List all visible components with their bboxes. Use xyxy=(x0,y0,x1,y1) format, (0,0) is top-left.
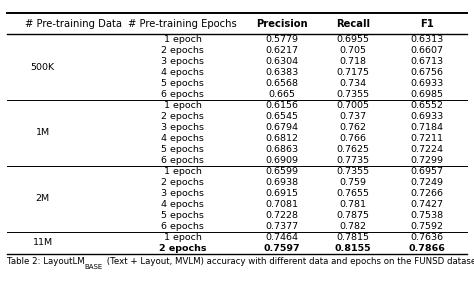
Text: 6 epochs: 6 epochs xyxy=(161,222,204,231)
Text: 2 epochs: 2 epochs xyxy=(161,46,204,55)
Text: 0.6955: 0.6955 xyxy=(337,35,370,44)
Text: 0.7655: 0.7655 xyxy=(337,189,370,198)
Text: 0.759: 0.759 xyxy=(340,178,366,187)
Text: 0.6812: 0.6812 xyxy=(265,134,299,143)
Text: Table 2: LayoutLM: Table 2: LayoutLM xyxy=(7,257,85,266)
Text: 3 epochs: 3 epochs xyxy=(161,189,204,198)
Text: 0.7175: 0.7175 xyxy=(337,68,370,77)
Text: 0.6915: 0.6915 xyxy=(265,189,299,198)
Text: 0.6383: 0.6383 xyxy=(265,68,299,77)
Text: 2 epochs: 2 epochs xyxy=(161,112,204,121)
Text: 0.7866: 0.7866 xyxy=(408,244,445,253)
Text: 0.737: 0.737 xyxy=(339,112,367,121)
Text: 1 epoch: 1 epoch xyxy=(164,35,201,44)
Text: # Pre-training Data: # Pre-training Data xyxy=(25,19,122,29)
Text: 0.6938: 0.6938 xyxy=(265,178,299,187)
Text: 5 epochs: 5 epochs xyxy=(161,145,204,154)
Text: 0.7597: 0.7597 xyxy=(264,244,301,253)
Text: 6 epochs: 6 epochs xyxy=(161,90,204,99)
Text: 0.7299: 0.7299 xyxy=(410,156,443,165)
Text: 0.5779: 0.5779 xyxy=(265,35,299,44)
Text: 0.6568: 0.6568 xyxy=(265,79,299,88)
Text: 2M: 2M xyxy=(36,194,50,203)
Text: 3 epochs: 3 epochs xyxy=(161,123,204,132)
Text: 0.705: 0.705 xyxy=(340,46,366,55)
Text: 0.7377: 0.7377 xyxy=(265,222,299,231)
Text: 6 epochs: 6 epochs xyxy=(161,156,204,165)
Text: 0.6794: 0.6794 xyxy=(265,123,299,132)
Text: 0.7211: 0.7211 xyxy=(410,134,443,143)
Text: 0.7249: 0.7249 xyxy=(410,178,443,187)
Text: 4 epochs: 4 epochs xyxy=(161,134,204,143)
Text: 0.8155: 0.8155 xyxy=(335,244,372,253)
Text: 1 epoch: 1 epoch xyxy=(164,167,201,176)
Text: 0.7538: 0.7538 xyxy=(410,211,443,220)
Text: 500K: 500K xyxy=(31,63,55,72)
Text: 0.7592: 0.7592 xyxy=(410,222,443,231)
Text: 1 epoch: 1 epoch xyxy=(164,101,201,110)
Text: (Text + Layout, MVLM) accuracy with different data and epochs on the FUNSD datas: (Text + Layout, MVLM) accuracy with diff… xyxy=(104,257,474,266)
Text: 0.6985: 0.6985 xyxy=(410,90,443,99)
Text: 0.734: 0.734 xyxy=(339,79,367,88)
Text: 0.7427: 0.7427 xyxy=(410,200,443,209)
Text: 2 epochs: 2 epochs xyxy=(161,178,204,187)
Text: 0.6552: 0.6552 xyxy=(410,101,443,110)
Text: 1M: 1M xyxy=(36,129,50,137)
Text: 0.6933: 0.6933 xyxy=(410,79,443,88)
Text: 0.6713: 0.6713 xyxy=(410,57,443,66)
Text: 0.718: 0.718 xyxy=(340,57,366,66)
Text: Recall: Recall xyxy=(336,19,370,29)
Text: 0.6156: 0.6156 xyxy=(265,101,299,110)
Text: 2 epochs: 2 epochs xyxy=(159,244,206,253)
Text: 3 epochs: 3 epochs xyxy=(161,57,204,66)
Text: 0.6313: 0.6313 xyxy=(410,35,443,44)
Text: 0.781: 0.781 xyxy=(340,200,366,209)
Text: 0.6933: 0.6933 xyxy=(410,112,443,121)
Text: 4 epochs: 4 epochs xyxy=(161,200,204,209)
Text: 0.766: 0.766 xyxy=(340,134,366,143)
Text: 0.762: 0.762 xyxy=(340,123,366,132)
Text: 0.6304: 0.6304 xyxy=(265,57,299,66)
Text: BASE: BASE xyxy=(85,264,103,270)
Text: 5 epochs: 5 epochs xyxy=(161,79,204,88)
Text: Precision: Precision xyxy=(256,19,308,29)
Text: 0.6545: 0.6545 xyxy=(265,112,299,121)
Text: 0.6909: 0.6909 xyxy=(265,156,299,165)
Text: 0.7355: 0.7355 xyxy=(337,167,370,176)
Text: 1 epoch: 1 epoch xyxy=(164,233,201,242)
Text: 0.7875: 0.7875 xyxy=(337,211,370,220)
Text: 0.6599: 0.6599 xyxy=(265,167,299,176)
Text: 11M: 11M xyxy=(33,238,53,247)
Text: 0.665: 0.665 xyxy=(269,90,295,99)
Text: 0.7464: 0.7464 xyxy=(265,233,299,242)
Text: 0.7355: 0.7355 xyxy=(337,90,370,99)
Text: 0.782: 0.782 xyxy=(340,222,366,231)
Text: 0.7735: 0.7735 xyxy=(337,156,370,165)
Text: 0.6607: 0.6607 xyxy=(410,46,443,55)
Text: 0.6863: 0.6863 xyxy=(265,145,299,154)
Text: 0.7184: 0.7184 xyxy=(410,123,443,132)
Text: # Pre-training Epochs: # Pre-training Epochs xyxy=(128,19,237,29)
Text: 0.7815: 0.7815 xyxy=(337,233,370,242)
Text: 0.6957: 0.6957 xyxy=(410,167,443,176)
Text: F1: F1 xyxy=(419,19,434,29)
Text: 0.7625: 0.7625 xyxy=(337,145,370,154)
Text: 0.6217: 0.6217 xyxy=(265,46,299,55)
Text: 5 epochs: 5 epochs xyxy=(161,211,204,220)
Text: 0.7224: 0.7224 xyxy=(410,145,443,154)
Text: 0.7228: 0.7228 xyxy=(265,211,299,220)
Text: 0.6756: 0.6756 xyxy=(410,68,443,77)
Text: 0.7081: 0.7081 xyxy=(265,200,299,209)
Text: 0.7636: 0.7636 xyxy=(410,233,443,242)
Text: 0.7266: 0.7266 xyxy=(410,189,443,198)
Text: 4 epochs: 4 epochs xyxy=(161,68,204,77)
Text: 0.7005: 0.7005 xyxy=(337,101,370,110)
